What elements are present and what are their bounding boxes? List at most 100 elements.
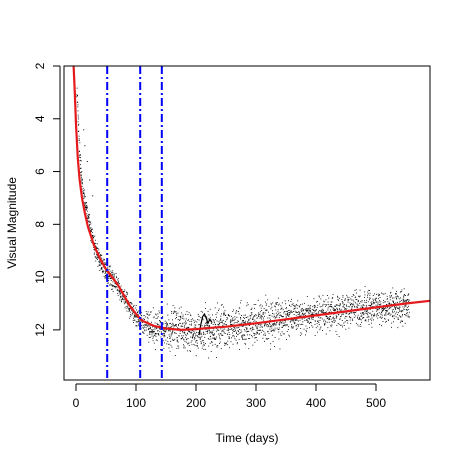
observation-point <box>293 314 295 315</box>
observation-point <box>181 335 183 337</box>
observation-point <box>248 322 250 324</box>
observation-point <box>398 298 400 300</box>
observation-point <box>288 312 290 313</box>
observation-point <box>90 230 92 231</box>
observation-point <box>371 304 372 305</box>
observation-point <box>204 336 206 338</box>
observation-point <box>153 331 154 332</box>
observation-point <box>281 322 283 323</box>
observation-point <box>234 328 236 330</box>
observation-point <box>278 317 280 319</box>
observation-point <box>356 299 358 300</box>
observation-point <box>298 313 300 315</box>
observation-point <box>266 338 268 340</box>
observation-point <box>331 306 332 307</box>
observation-point <box>220 328 222 330</box>
observation-point <box>175 318 177 320</box>
observation-point <box>94 256 96 258</box>
observation-point <box>325 305 326 307</box>
observation-point <box>396 290 397 292</box>
observation-point <box>166 321 167 323</box>
observation-point <box>371 315 372 317</box>
observation-point <box>293 308 295 310</box>
observation-point <box>114 286 116 287</box>
observation-point <box>180 317 182 319</box>
observation-point <box>350 323 352 324</box>
observation-point <box>348 327 350 329</box>
observation-point <box>408 301 410 302</box>
observation-point <box>147 318 149 320</box>
observation-point <box>401 300 403 301</box>
observation-point <box>200 340 202 342</box>
observation-point <box>396 306 397 308</box>
observation-point <box>203 343 205 345</box>
observation-point <box>239 349 240 350</box>
observation-point <box>326 304 328 306</box>
observation-point <box>176 337 178 338</box>
observation-point <box>198 319 200 321</box>
observation-point <box>235 330 236 332</box>
observation-point <box>350 304 351 305</box>
observation-point <box>396 311 398 313</box>
observation-point <box>193 331 195 332</box>
observation-point <box>83 129 85 131</box>
observation-point <box>274 305 275 307</box>
observation-point <box>362 306 363 308</box>
observation-point <box>329 311 331 313</box>
observation-point <box>408 308 410 310</box>
observation-point <box>310 313 312 315</box>
observation-point <box>391 309 393 311</box>
observation-point <box>173 324 174 326</box>
observation-point <box>392 315 394 316</box>
observation-point <box>231 328 233 330</box>
observation-point <box>285 317 287 319</box>
observation-point <box>89 224 91 225</box>
observation-point <box>102 270 104 272</box>
observation-point <box>307 304 309 306</box>
observation-point <box>281 302 283 304</box>
observation-point <box>213 337 215 339</box>
observation-point <box>335 306 336 307</box>
observation-point <box>314 323 316 325</box>
observation-point <box>159 312 161 314</box>
observation-point <box>165 329 167 331</box>
observation-point <box>155 333 157 335</box>
observation-point <box>313 312 315 314</box>
observation-point <box>152 326 154 328</box>
observation-point <box>367 291 369 293</box>
observation-point <box>215 313 217 315</box>
observation-point <box>265 294 267 296</box>
observation-point <box>230 341 232 343</box>
observation-point <box>130 314 132 316</box>
observation-point <box>90 223 92 225</box>
observation-point <box>304 302 305 304</box>
observation-point <box>246 317 247 318</box>
observation-point <box>333 310 335 312</box>
observation-point <box>307 308 309 310</box>
observation-point <box>397 327 399 329</box>
observation-point <box>212 319 214 320</box>
observation-point <box>375 304 377 306</box>
observation-point <box>287 314 288 316</box>
observation-point <box>227 327 229 329</box>
observation-point <box>212 323 214 325</box>
observation-point <box>167 337 168 339</box>
observation-point <box>93 249 95 251</box>
observation-point <box>168 334 170 336</box>
observation-point <box>373 315 375 317</box>
observation-point <box>105 272 107 273</box>
observation-point <box>353 304 355 306</box>
observation-point <box>174 355 176 356</box>
observation-point <box>310 310 311 312</box>
observation-point <box>309 322 311 323</box>
observation-point <box>232 332 233 334</box>
observation-point <box>124 301 126 302</box>
observation-point <box>392 312 394 314</box>
observation-point <box>338 313 340 315</box>
observation-point <box>81 185 83 187</box>
observation-point <box>358 325 360 327</box>
observation-point <box>108 265 110 267</box>
observation-point <box>341 315 342 317</box>
observation-point <box>395 293 397 295</box>
